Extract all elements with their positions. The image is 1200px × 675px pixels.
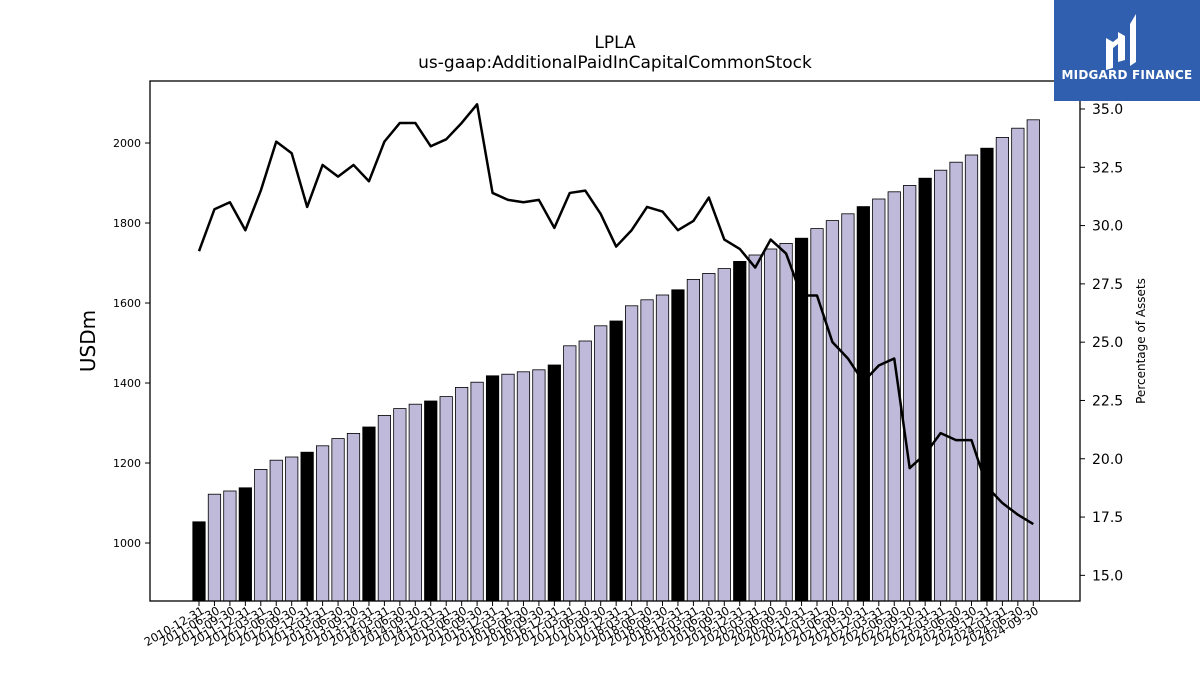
bar (532, 369, 546, 602)
bar (1026, 119, 1040, 602)
logo-text: MIDGARD FINANCE (1061, 68, 1193, 82)
brand-logo: MIDGARD FINANCE (1054, 0, 1200, 101)
y2-tick-label: 30.0 (1092, 219, 1123, 235)
bar (501, 373, 515, 602)
bar (470, 381, 484, 602)
chart-title: LPLA (594, 33, 636, 53)
bar (285, 456, 299, 602)
bar (362, 426, 376, 602)
bar (439, 396, 453, 602)
bar (424, 400, 438, 602)
bar (949, 161, 963, 602)
bar (331, 438, 345, 602)
bar (841, 213, 855, 602)
chart-subtitle: us-gaap:AdditionalPaidInCapitalCommonSto… (418, 53, 812, 73)
bar (980, 147, 994, 602)
bar (779, 242, 793, 602)
y2-tick-label: 25.0 (1092, 335, 1123, 351)
axes-layer: 1000 1200 1400 1600 1800 2000 15.0 17.5 20.0 22.5… (113, 80, 1123, 649)
bar (825, 220, 840, 602)
bar (655, 294, 670, 602)
bar (903, 184, 917, 602)
bar (547, 364, 561, 602)
bar (934, 169, 948, 602)
bar (733, 260, 747, 602)
y-tick-label: 1400 (113, 377, 141, 390)
bar (315, 445, 330, 602)
bar (393, 408, 407, 602)
logo-mark-icon (1106, 14, 1136, 70)
bar (702, 272, 716, 602)
bar (269, 459, 283, 602)
bar (671, 289, 685, 602)
line-series-percentage-of-assets (197, 103, 1034, 526)
bar (485, 375, 500, 602)
bar (1011, 127, 1025, 602)
bar (408, 403, 422, 602)
y-tick-label: 1000 (113, 537, 141, 550)
y-tick-label: 1600 (113, 297, 141, 310)
plot-frame (149, 80, 1081, 602)
bar (686, 278, 701, 602)
bar (640, 299, 654, 602)
y2-tick-label: 32.5 (1092, 160, 1123, 176)
bar (563, 345, 577, 602)
bar (964, 154, 979, 602)
bar (578, 340, 592, 602)
bar (625, 305, 639, 602)
bar (300, 451, 314, 602)
y-tick-label: 1800 (113, 217, 141, 230)
line-layer (197, 103, 1034, 526)
bar (377, 414, 392, 602)
bar (192, 521, 206, 602)
y-tick-label: 1200 (113, 457, 141, 470)
bar (748, 254, 762, 602)
bars-layer (192, 119, 1040, 602)
bar (516, 371, 531, 602)
bar (609, 320, 623, 602)
y2-tick-label: 20.0 (1092, 452, 1123, 468)
y2-tick-label: 35.0 (1092, 102, 1123, 118)
y2-tick-label: 15.0 (1092, 568, 1123, 584)
bar (455, 386, 469, 602)
y2-tick-label: 22.5 (1092, 393, 1123, 409)
bar (872, 198, 886, 602)
y2-tick-label: 27.5 (1092, 277, 1123, 293)
y2-tick-label: 17.5 (1092, 510, 1123, 526)
bar (594, 325, 608, 602)
bar (254, 468, 268, 602)
bar (764, 248, 778, 602)
bar (856, 206, 870, 602)
bar (238, 487, 252, 602)
y2-axis-label: Percentage of Assets (1134, 278, 1148, 404)
bar (346, 432, 361, 602)
bar (717, 268, 731, 602)
bar (810, 228, 824, 602)
bar (918, 177, 932, 602)
bar (207, 493, 222, 602)
y-tick-label: 2000 (113, 137, 141, 150)
bar (995, 136, 1010, 602)
bar (223, 490, 237, 602)
y-axis-label: USDm (76, 310, 100, 372)
